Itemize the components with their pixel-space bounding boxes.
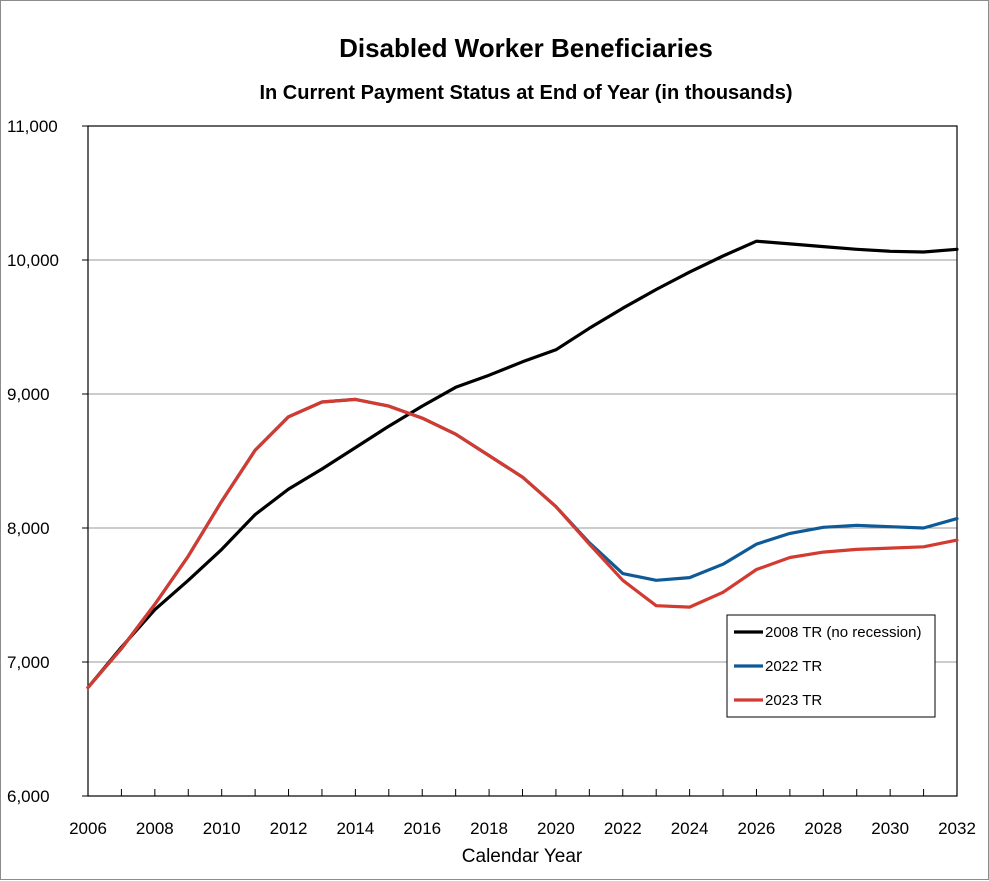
x-tick-label: 2028	[804, 819, 842, 838]
x-axis-title: Calendar Year	[462, 846, 583, 867]
x-tick-label: 2018	[470, 819, 508, 838]
x-ticks: 2006 2008 2010 2012 2014 2016 2018 2020 2022 2024…	[69, 789, 976, 838]
x-tick-label: 2020	[537, 819, 575, 838]
series-line-2023-tr	[86, 397, 959, 690]
x-tick-label: 2012	[270, 819, 308, 838]
legend-label: 2008 TR (no recession)	[765, 624, 921, 641]
y-ticks: 6,000 7,000 8,000 9,000 10,000 11,000	[7, 117, 88, 806]
y-tick-label: 7,000	[7, 653, 50, 672]
chart-subtitle: In Current Payment Status at End of Year…	[259, 82, 792, 104]
x-tick-label: 2024	[671, 819, 709, 838]
x-tick-label: 2006	[69, 819, 107, 838]
gridlines	[88, 259, 957, 663]
y-tick-label: 8,000	[7, 519, 50, 538]
series-lines	[86, 239, 959, 690]
x-tick-label: 2026	[738, 819, 776, 838]
x-tick-label: 2014	[336, 819, 374, 838]
y-tick-label: 6,000	[7, 787, 50, 806]
legend-label: 2023 TR	[765, 692, 822, 709]
x-tick-label: 2032	[938, 819, 976, 838]
y-tick-label: 9,000	[7, 385, 50, 404]
x-tick-label: 2016	[403, 819, 441, 838]
legend-label: 2022 TR	[765, 658, 822, 675]
x-tick-label: 2008	[136, 819, 174, 838]
x-tick-label: 2030	[871, 819, 909, 838]
x-tick-label: 2010	[203, 819, 241, 838]
legend: 2008 TR (no recession) 2022 TR 2023 TR	[726, 614, 936, 718]
y-tick-label: 10,000	[7, 251, 59, 270]
y-tick-label: 11,000	[7, 117, 58, 136]
x-tick-label: 2022	[604, 819, 642, 838]
series-line-2008-tr-no-recession	[86, 239, 959, 690]
chart-title: Disabled Worker Beneficiaries	[339, 33, 713, 63]
